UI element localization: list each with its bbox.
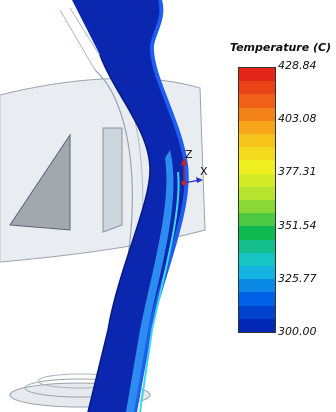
- colorbar-band: [239, 318, 275, 332]
- baffle-wedge: [9, 133, 71, 231]
- legend-tick-0: 428.84: [278, 59, 317, 72]
- colorbar-band: [239, 186, 275, 201]
- legend-tick-5: 300.00: [278, 325, 317, 338]
- colorbar-band: [239, 134, 275, 148]
- colorbar-band: [239, 147, 275, 161]
- heated-tube: [72, 0, 189, 412]
- colorbar-band: [239, 305, 275, 320]
- colorbar-band: [239, 107, 275, 122]
- colorbar-band: [239, 266, 275, 280]
- colorbar-band: [239, 279, 275, 293]
- inner-plate: [102, 127, 123, 233]
- colorbar-band: [239, 173, 275, 188]
- legend-tick-3: 351.54: [278, 219, 317, 232]
- colorbar: [238, 67, 276, 333]
- coordinate-triad: [181, 158, 203, 186]
- colorbar-band: [239, 94, 275, 109]
- colorbar-band: [239, 81, 275, 95]
- colorbar-band: [239, 160, 275, 175]
- colorbar-band: [239, 252, 275, 267]
- triad-x-label: X: [200, 165, 208, 178]
- legend-tick-1: 403.08: [278, 112, 317, 125]
- legend-tick-4: 325.77: [278, 272, 317, 285]
- colorbar-band: [239, 200, 275, 214]
- colorbar-band: [239, 292, 275, 307]
- colorbar-band: [239, 120, 275, 135]
- legend-title: Temperature (C): [230, 41, 332, 54]
- colorbar-band: [239, 239, 275, 254]
- triad-z-label: Z: [185, 148, 193, 161]
- legend-tick-2: 377.31: [278, 165, 317, 178]
- colorbar-band: [239, 213, 275, 227]
- colorbar-band: [239, 68, 275, 82]
- colorbar-band: [239, 226, 275, 241]
